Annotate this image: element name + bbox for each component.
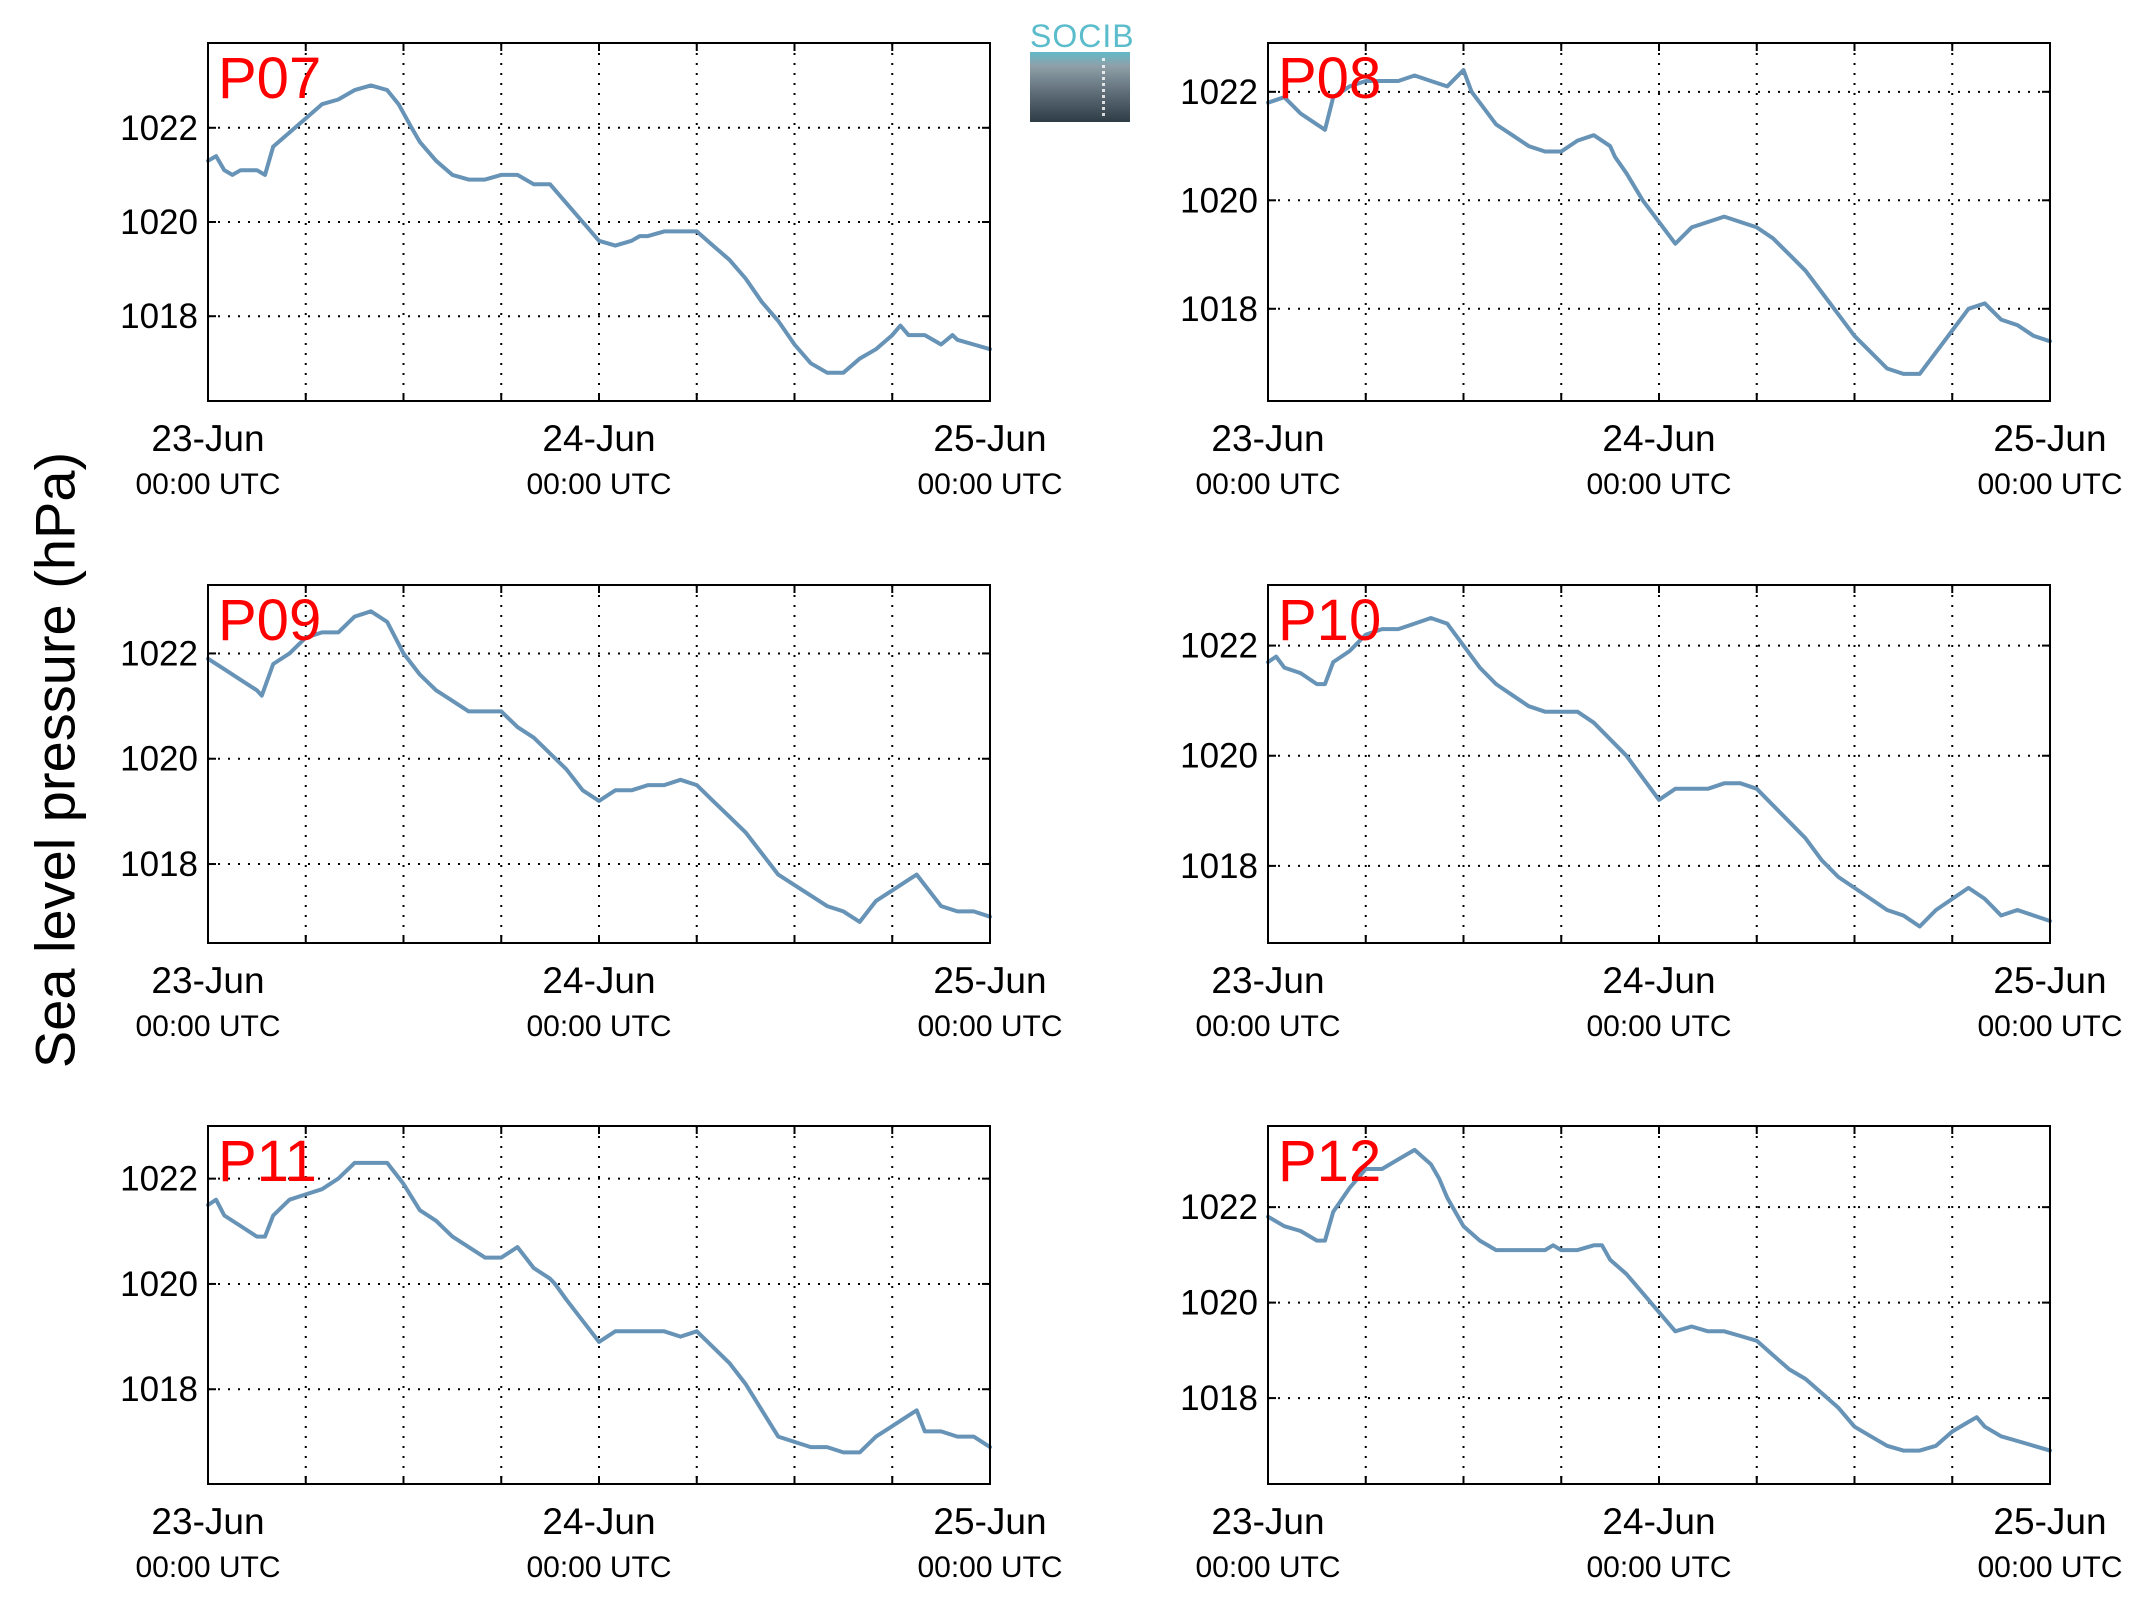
x-tick-label-date: 23-Jun xyxy=(1211,1501,1324,1542)
x-tick-label-time: 00:00 UTC xyxy=(1586,468,1731,501)
chart-panel: 1018 1020 1022 23-Jun 00:00 UTC 24-Jun 00:00 U… xyxy=(1180,1125,2123,1584)
socib-logo: SOCIB xyxy=(1030,18,1135,122)
logo-graphic xyxy=(1030,52,1130,122)
x-tick-label-time: 00:00 UTC xyxy=(1195,1551,1340,1584)
x-tick-label-time: 00:00 UTC xyxy=(917,1551,1062,1584)
y-tick-label: 1018 xyxy=(1180,290,1258,329)
x-tick-label-date: 24-Jun xyxy=(542,960,655,1001)
x-tick-label-date: 23-Jun xyxy=(151,418,264,459)
y-tick-label: 1018 xyxy=(120,1370,198,1409)
x-tick-label-time: 00:00 UTC xyxy=(1977,468,2122,501)
series-line xyxy=(206,83,992,375)
x-tick-label-date: 24-Jun xyxy=(542,1501,655,1542)
panel-title: P10 xyxy=(1278,588,1381,653)
panel-title: P08 xyxy=(1278,46,1381,111)
x-tick-label-time: 00:00 UTC xyxy=(526,468,671,501)
series-line xyxy=(1266,616,2052,929)
plot-frame xyxy=(207,42,991,402)
x-tick-label-date: 23-Jun xyxy=(151,1501,264,1542)
x-tick-label-time: 00:00 UTC xyxy=(1195,1010,1340,1043)
x-tick-label-time: 00:00 UTC xyxy=(1586,1010,1731,1043)
x-tick-label-date: 25-Jun xyxy=(1993,418,2106,459)
x-tick-label-time: 00:00 UTC xyxy=(135,1010,280,1043)
y-tick-label: 1022 xyxy=(120,109,198,148)
chart-panel: 1018 1020 1022 23-Jun 00:00 UTC 24-Jun 00:00 U… xyxy=(120,584,1063,1043)
x-tick-label-time: 00:00 UTC xyxy=(1977,1010,2122,1043)
panel-title: P11 xyxy=(218,1129,317,1194)
y-tick-label: 1022 xyxy=(120,634,198,673)
x-tick-label-time: 00:00 UTC xyxy=(917,1010,1062,1043)
series-line xyxy=(1266,68,2052,376)
x-tick-label-time: 00:00 UTC xyxy=(1195,468,1340,501)
plot-frame xyxy=(1267,42,2051,402)
x-tick-label-date: 25-Jun xyxy=(933,418,1046,459)
x-tick-label-time: 00:00 UTC xyxy=(526,1010,671,1043)
chart-panel: 1018 1020 1022 23-Jun 00:00 UTC 24-Jun 00:00 U… xyxy=(1180,584,2123,1043)
y-tick-label: 1020 xyxy=(120,1265,198,1304)
plot-frame xyxy=(207,584,991,944)
x-tick-label-date: 24-Jun xyxy=(1602,418,1715,459)
x-tick-label-date: 24-Jun xyxy=(1602,960,1715,1001)
chart-panel: 1018 1020 1022 23-Jun 00:00 UTC 24-Jun 00:00 U… xyxy=(120,1125,1063,1584)
plot-frame xyxy=(1267,584,2051,944)
y-tick-label: 1020 xyxy=(120,740,198,779)
series-line xyxy=(206,1160,992,1455)
x-tick-label-time: 00:00 UTC xyxy=(917,468,1062,501)
x-tick-label-time: 00:00 UTC xyxy=(135,1551,280,1584)
x-tick-label-time: 00:00 UTC xyxy=(1586,1551,1731,1584)
y-tick-label: 1018 xyxy=(1180,847,1258,886)
y-tick-label: 1020 xyxy=(1180,1284,1258,1323)
series-line xyxy=(1266,1147,2052,1453)
x-tick-label-date: 23-Jun xyxy=(151,960,264,1001)
y-tick-label: 1022 xyxy=(1180,627,1258,666)
series-line xyxy=(206,609,992,924)
y-tick-label: 1020 xyxy=(120,203,198,242)
y-tick-label: 1020 xyxy=(1180,181,1258,220)
x-tick-label-date: 25-Jun xyxy=(933,1501,1046,1542)
plot-frame xyxy=(1267,1125,2051,1485)
panel-title: P09 xyxy=(218,588,321,653)
y-tick-label: 1022 xyxy=(1180,73,1258,112)
x-tick-label-time: 00:00 UTC xyxy=(1977,1551,2122,1584)
x-tick-label-date: 23-Jun xyxy=(1211,960,1324,1001)
panel-title: P12 xyxy=(1278,1129,1381,1194)
x-tick-label-date: 23-Jun xyxy=(1211,418,1324,459)
y-tick-label: 1022 xyxy=(120,1160,198,1199)
x-tick-label-date: 25-Jun xyxy=(1993,960,2106,1001)
x-tick-label-date: 24-Jun xyxy=(542,418,655,459)
logo-text: SOCIB xyxy=(1030,18,1135,54)
x-tick-label-time: 00:00 UTC xyxy=(135,468,280,501)
y-tick-label: 1018 xyxy=(120,297,198,336)
x-tick-label-time: 00:00 UTC xyxy=(526,1551,671,1584)
y-tick-label: 1018 xyxy=(120,845,198,884)
panel-title: P07 xyxy=(218,46,321,111)
x-tick-label-date: 24-Jun xyxy=(1602,1501,1715,1542)
x-tick-label-date: 25-Jun xyxy=(1993,1501,2106,1542)
chart-panel: 1018 1020 1022 23-Jun 00:00 UTC 24-Jun 00:00 U… xyxy=(1180,42,2123,501)
plot-frame xyxy=(207,1125,991,1485)
y-tick-label: 1020 xyxy=(1180,737,1258,776)
y-tick-label: 1018 xyxy=(1180,1379,1258,1418)
chart-panel: 1018 1020 1022 23-Jun 00:00 UTC 24-Jun 00:00 U… xyxy=(120,42,1063,501)
y-tick-label: 1022 xyxy=(1180,1188,1258,1227)
x-tick-label-date: 25-Jun xyxy=(933,960,1046,1001)
